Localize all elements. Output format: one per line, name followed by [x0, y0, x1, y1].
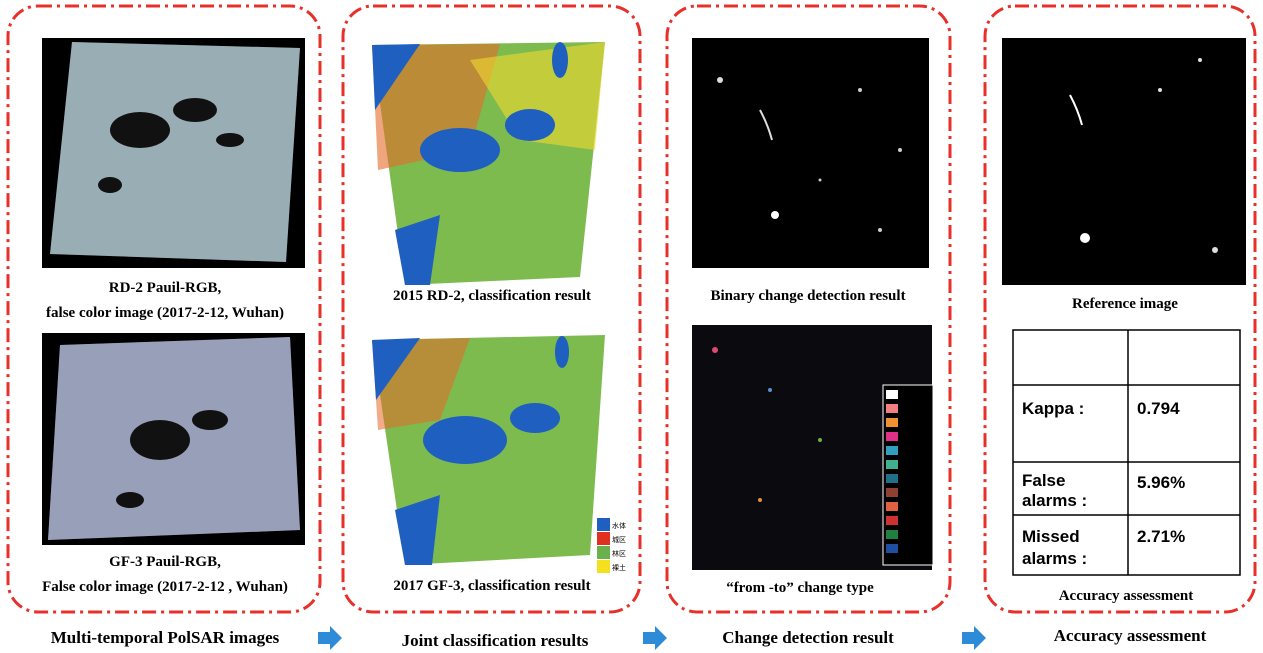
image-caption: False color image (2017-2-12 , Wuhan)	[42, 579, 288, 595]
image-caption: Reference image	[1072, 296, 1178, 312]
table-cell: Missed	[1022, 527, 1080, 546]
legend-swatch	[597, 560, 610, 573]
table-cell: alarms :	[1022, 549, 1087, 568]
panel-frame	[341, 4, 642, 614]
image-caption: Binary change detection result	[710, 288, 905, 304]
table-cell: Kappa :	[1022, 399, 1084, 418]
image-caption: false color image (2017-2-12, Wuhan)	[46, 305, 284, 321]
stage-label: Joint classification results	[402, 631, 589, 650]
image-caption: 2017 GF-3, classification result	[393, 578, 590, 594]
image-caption: RD-2 Pauil-RGB,	[109, 280, 222, 296]
image-caption: GF-3 Pauil-RGB,	[109, 554, 221, 570]
image-caption: 2015 RD-2, classification result	[393, 288, 591, 304]
image-caption: “from -to” change type	[726, 580, 874, 596]
table-cell: alarms :	[1022, 491, 1087, 510]
stage-label: Change detection result	[722, 628, 894, 647]
panel-frame	[6, 4, 322, 614]
legend-swatch	[597, 546, 610, 559]
table-caption: Accuracy assessment	[1059, 588, 1194, 604]
sar-image	[42, 38, 305, 268]
legend-label: 林区	[612, 549, 626, 558]
classification-map	[372, 42, 605, 285]
legend-swatch	[597, 532, 610, 545]
panel-frame	[983, 4, 1257, 614]
table-cell: 5.96%	[1137, 473, 1185, 492]
panel-frame	[665, 4, 952, 614]
legend-label: 水体	[612, 521, 626, 530]
sar-image	[42, 333, 305, 545]
classification-map	[372, 335, 605, 565]
legend-label: 城区	[612, 536, 626, 544]
legend-label: 裸土	[612, 563, 626, 572]
accuracy-table	[1012, 329, 1241, 576]
table-cell: 2.71%	[1137, 527, 1185, 546]
flow-arrows	[318, 626, 986, 650]
binary-change-map	[692, 38, 929, 268]
stage-label: Multi-temporal PolSAR images	[51, 628, 280, 647]
table-cell: False	[1022, 471, 1065, 490]
change-type-map	[692, 325, 934, 570]
legend-swatch	[597, 518, 610, 531]
reference-image	[1002, 38, 1246, 285]
stage-label: Accuracy assessment	[1054, 626, 1207, 645]
table-cell: 0.794	[1137, 399, 1180, 418]
